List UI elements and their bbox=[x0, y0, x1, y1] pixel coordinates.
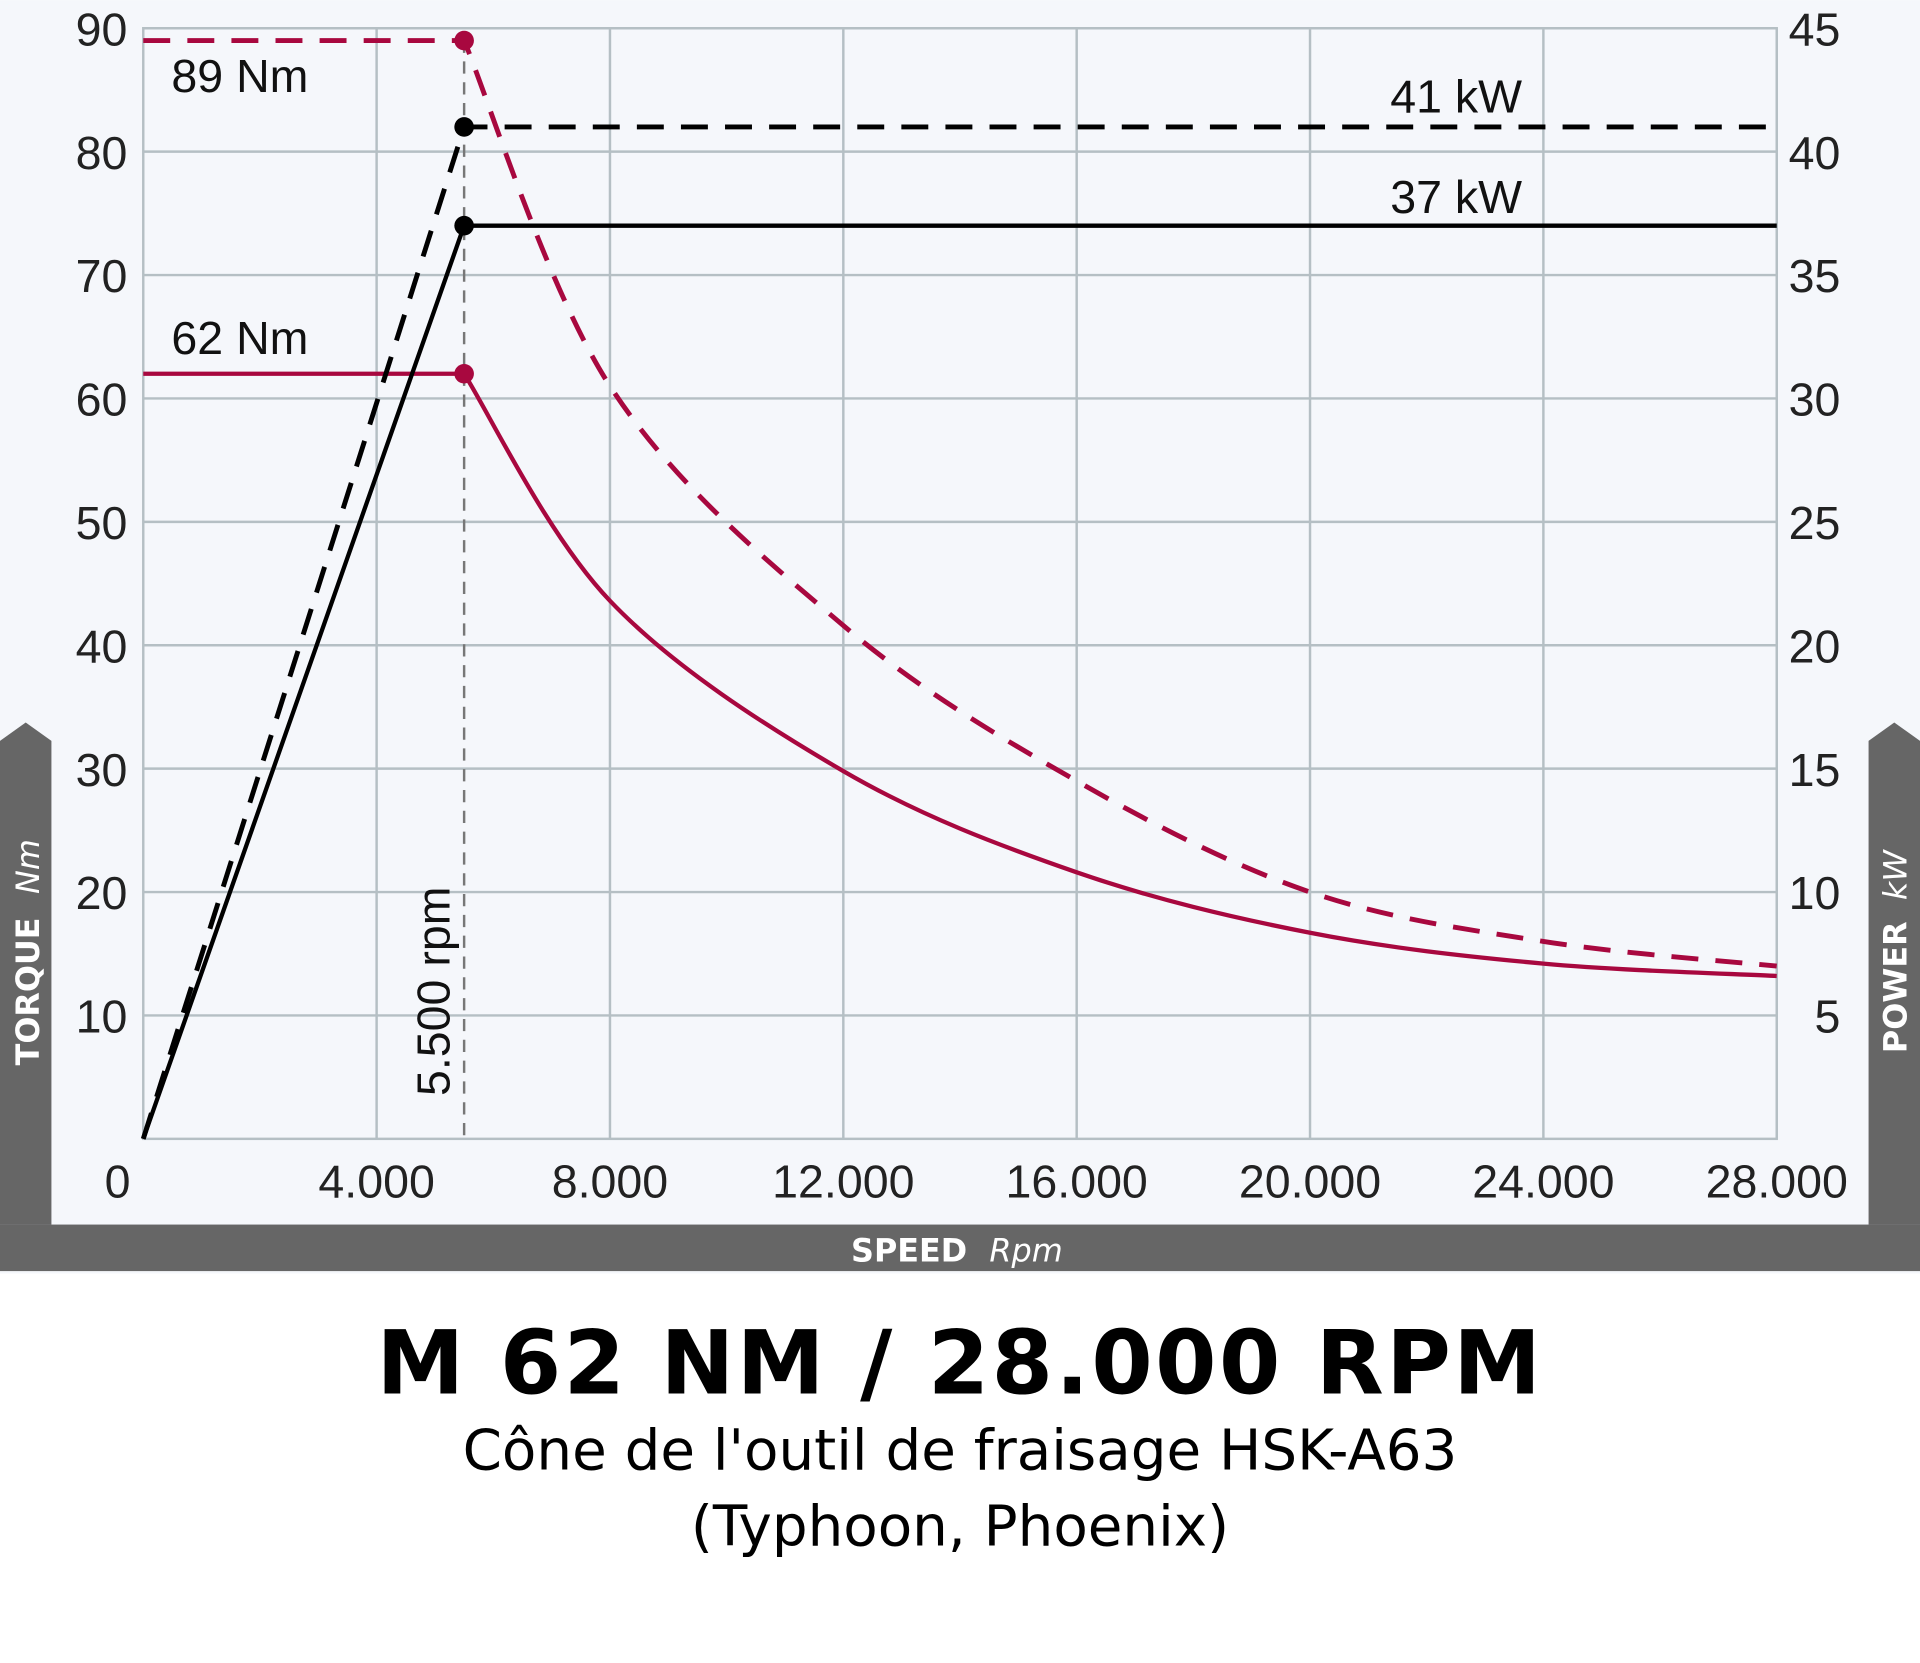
series-group bbox=[140, 30, 1777, 1140]
right-axis-bar bbox=[1868, 722, 1920, 1225]
peak-power-corner-point bbox=[454, 117, 474, 137]
nominal-torque-corner-point bbox=[454, 363, 474, 384]
x-tick-label: 8.000 bbox=[552, 1156, 668, 1208]
x-tick-label: 4.000 bbox=[318, 1156, 434, 1208]
y-left-tick-label: 80 bbox=[76, 127, 128, 179]
y-left-tick-label: 60 bbox=[76, 374, 128, 426]
y-right-tick-label: 35 bbox=[1789, 250, 1841, 302]
y-left-tick-label: 10 bbox=[76, 991, 128, 1043]
subtitle-line-2: (Typhoon, Phoenix) bbox=[691, 1494, 1229, 1559]
right-axis-unit: kW bbox=[1877, 849, 1915, 900]
y-left-tick-label: 20 bbox=[76, 867, 128, 919]
y-right-tick-label: 10 bbox=[1789, 867, 1841, 919]
subtitle-line-1: Cône de l'outil de fraisage HSK-A63 bbox=[463, 1418, 1458, 1483]
tick-labels: 0 4.000 8.000 12.000 16.000 20.000 24.000 28.00… bbox=[76, 3, 1848, 1207]
y-right-tick-label: 25 bbox=[1789, 497, 1841, 549]
y-right-tick-label: 15 bbox=[1789, 744, 1841, 796]
left-axis-unit: Nm bbox=[9, 839, 47, 894]
x-tick-label: 16.000 bbox=[1006, 1156, 1148, 1208]
x-tick-label: 20.000 bbox=[1239, 1156, 1381, 1208]
nominal-power-corner-point bbox=[454, 215, 474, 236]
grid bbox=[142, 27, 1778, 1141]
x-tick-label: 0 bbox=[105, 1156, 131, 1208]
y-right-tick-label: 45 bbox=[1789, 3, 1841, 55]
chart-title: M 62 NM / 28.000 RPM bbox=[377, 1312, 1544, 1415]
y-right-tick-label: 40 bbox=[1789, 127, 1841, 179]
right-axis-title: POWER bbox=[1877, 921, 1915, 1053]
left-axis-bar bbox=[0, 722, 52, 1225]
y-right-tick-label: 5 bbox=[1815, 991, 1841, 1043]
peak-torque-label: 89 Nm bbox=[171, 50, 308, 102]
nominal-power-label: 37 kW bbox=[1390, 171, 1522, 223]
x-tick-label: 28.000 bbox=[1706, 1156, 1848, 1208]
plot-background bbox=[0, 0, 1920, 1273]
nominal-torque-line bbox=[143, 371, 1777, 979]
left-axis-title: TORQUE bbox=[9, 917, 47, 1065]
peak-power-label: 41 kW bbox=[1390, 71, 1522, 123]
x-tick-label: 24.000 bbox=[1472, 1156, 1614, 1208]
y-left-tick-label: 50 bbox=[76, 497, 128, 549]
nominal-torque-label: 62 Nm bbox=[171, 312, 308, 364]
y-right-tick-label: 20 bbox=[1789, 620, 1841, 672]
corner-speed-label: 5.500 rpm bbox=[407, 887, 459, 1096]
y-left-tick-label: 30 bbox=[76, 744, 128, 796]
x-axis-unit: Rpm bbox=[989, 1231, 1062, 1269]
y-left-tick-label: 40 bbox=[76, 620, 128, 672]
x-axis-title: SPEED bbox=[851, 1231, 967, 1269]
y-left-tick-label: 70 bbox=[76, 250, 128, 302]
x-tick-label: 12.000 bbox=[772, 1156, 914, 1208]
y-right-tick-label: 30 bbox=[1789, 374, 1841, 426]
peak-torque-corner-point bbox=[454, 30, 474, 51]
bottom-axis-bar bbox=[0, 1224, 1920, 1272]
y-left-tick-label: 90 bbox=[76, 3, 128, 55]
